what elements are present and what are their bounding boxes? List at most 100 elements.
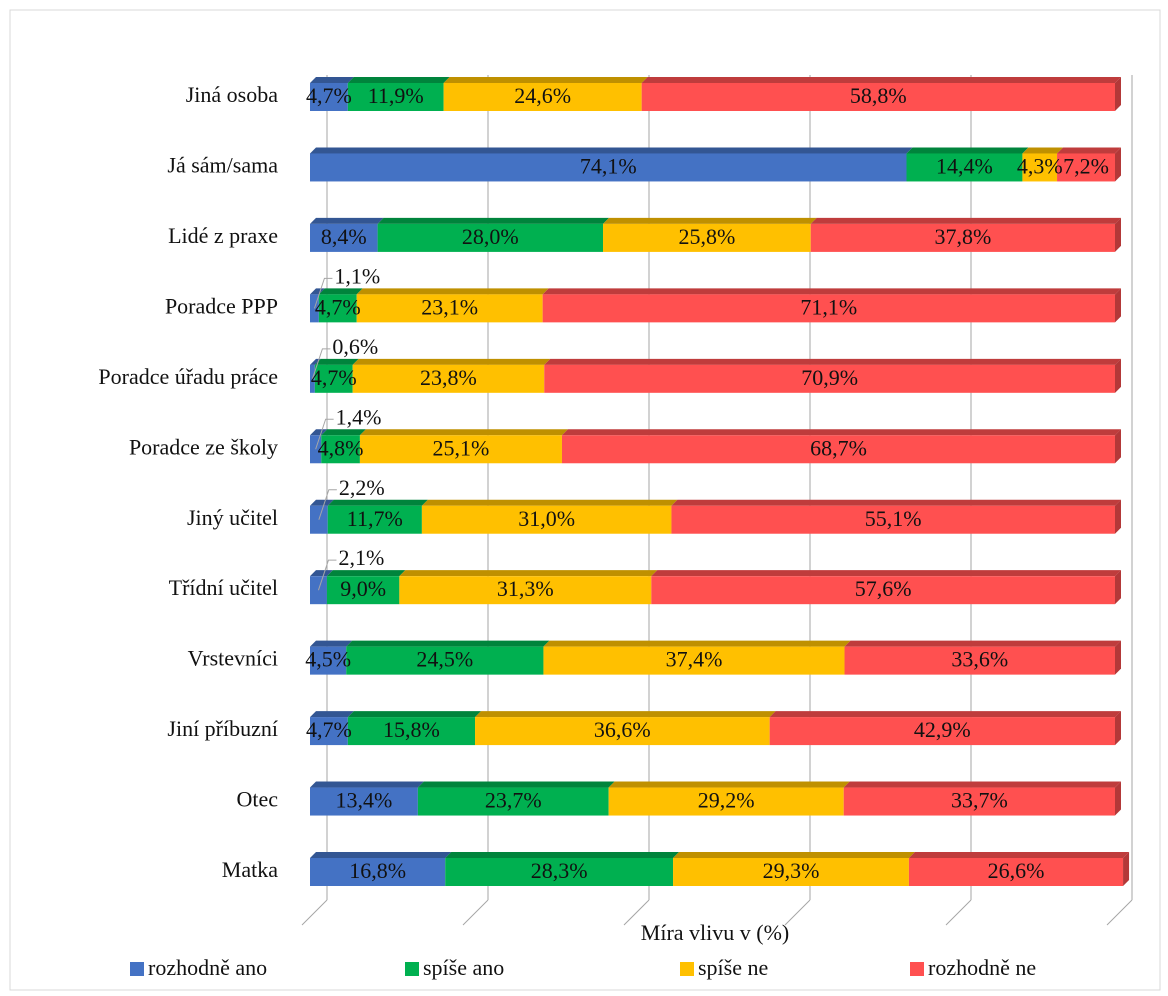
bar-segment bbox=[561, 435, 1115, 464]
bar-top bbox=[352, 358, 551, 365]
y-tick-label: Poradce ze školy bbox=[129, 434, 278, 459]
data-label: 4,5% bbox=[305, 647, 351, 672]
data-label: 36,6% bbox=[594, 717, 651, 742]
data-label: 31,3% bbox=[497, 576, 554, 601]
y-tick-label: Jiní příbuzní bbox=[167, 716, 278, 741]
bar-top bbox=[318, 288, 363, 295]
data-label: 9,0% bbox=[340, 576, 386, 601]
bar-side bbox=[1115, 77, 1121, 111]
bar-top bbox=[421, 499, 678, 506]
data-label: 24,5% bbox=[416, 647, 473, 672]
data-label: 26,6% bbox=[988, 858, 1045, 883]
data-label: 37,4% bbox=[666, 647, 723, 672]
data-label: 29,2% bbox=[698, 788, 755, 813]
data-label: 15,8% bbox=[383, 717, 440, 742]
bar-segment bbox=[326, 576, 400, 605]
bar-segment bbox=[641, 83, 1115, 111]
data-label: 11,9% bbox=[368, 83, 424, 108]
bar-segment bbox=[310, 717, 348, 746]
bar-top bbox=[310, 147, 913, 154]
bar-top bbox=[1022, 147, 1064, 154]
bar-segment bbox=[603, 223, 811, 252]
leader-line bbox=[318, 489, 337, 520]
bar-top bbox=[310, 570, 333, 577]
bar-top bbox=[321, 429, 366, 436]
bar-segment bbox=[314, 364, 353, 393]
bar-segment bbox=[377, 223, 604, 252]
legend-label: rozhodně ano bbox=[148, 955, 267, 980]
data-label: 0,6% bbox=[332, 334, 378, 359]
legend-swatch bbox=[405, 962, 419, 976]
bar-side bbox=[1123, 852, 1130, 886]
bar-side bbox=[1115, 429, 1121, 464]
data-label: 1,1% bbox=[334, 263, 380, 288]
data-label: 74,1% bbox=[580, 154, 637, 179]
bar-top bbox=[347, 711, 482, 718]
bar-side bbox=[1115, 499, 1121, 534]
bar-segment bbox=[769, 717, 1115, 746]
bar-top bbox=[843, 781, 1121, 788]
bar-segment bbox=[352, 364, 545, 393]
bar-segment bbox=[421, 505, 672, 534]
data-label: 4,3% bbox=[1017, 154, 1063, 179]
bar-top bbox=[603, 217, 817, 224]
bar-segment bbox=[671, 505, 1115, 534]
bar-segment bbox=[310, 364, 315, 393]
bar-top bbox=[1057, 147, 1121, 154]
legend-label: spíše ano bbox=[423, 955, 504, 980]
data-label: 24,6% bbox=[514, 83, 571, 108]
bar-side bbox=[1115, 217, 1121, 252]
bar-segment bbox=[310, 153, 907, 182]
data-label: 70,9% bbox=[801, 365, 858, 390]
bar-top bbox=[310, 711, 354, 718]
leader-line bbox=[313, 277, 333, 309]
data-label: 33,7% bbox=[951, 788, 1008, 813]
bar-segment bbox=[399, 576, 652, 605]
bar-top bbox=[445, 852, 680, 858]
bar-top bbox=[673, 852, 915, 858]
bar-top bbox=[310, 640, 353, 647]
bar-top bbox=[310, 852, 452, 858]
bar-top bbox=[417, 781, 615, 788]
data-label: 4,7% bbox=[315, 294, 361, 319]
data-label: 16,8% bbox=[349, 858, 406, 883]
y-tick-label: Jiná osoba bbox=[186, 82, 279, 107]
leader-line bbox=[315, 418, 334, 450]
bar-segment bbox=[417, 787, 609, 816]
bar-top bbox=[769, 711, 1121, 718]
bar-segment bbox=[310, 646, 347, 675]
bar-segment bbox=[906, 153, 1023, 182]
bar-side bbox=[1115, 288, 1121, 323]
bar-segment bbox=[1057, 153, 1115, 182]
bar-top bbox=[561, 429, 1121, 436]
y-tick-label: Poradce PPP bbox=[165, 293, 278, 318]
bar-top bbox=[327, 499, 428, 506]
grid-floor-line bbox=[945, 899, 972, 926]
bar-top bbox=[310, 499, 334, 506]
data-label: 57,6% bbox=[855, 576, 912, 601]
bar-side bbox=[1115, 781, 1121, 816]
data-label: 28,0% bbox=[462, 224, 519, 249]
bar-top bbox=[377, 217, 610, 224]
bar-top bbox=[310, 217, 384, 224]
y-tick-label: Lidé z praxe bbox=[168, 223, 278, 248]
bar-segment bbox=[346, 646, 544, 675]
bar-top bbox=[844, 640, 1121, 647]
data-label: 42,9% bbox=[914, 717, 971, 742]
bar-segment bbox=[327, 505, 422, 534]
bar-top bbox=[359, 429, 568, 436]
bar-segment bbox=[310, 858, 446, 886]
bar-side bbox=[1115, 640, 1121, 675]
data-label: 2,1% bbox=[338, 545, 384, 570]
bar-top bbox=[641, 77, 1121, 83]
bar-top bbox=[543, 640, 851, 647]
y-tick-label: Matka bbox=[222, 857, 278, 882]
bar-side bbox=[1115, 570, 1121, 605]
data-label: 68,7% bbox=[810, 435, 867, 460]
y-tick-label: Poradce úřadu práce bbox=[98, 364, 278, 389]
bar-top bbox=[810, 217, 1121, 224]
bar-top bbox=[671, 499, 1121, 506]
legend-swatch bbox=[130, 962, 144, 976]
y-tick-label: Vrstevníci bbox=[188, 646, 278, 671]
bar-segment bbox=[318, 294, 357, 323]
